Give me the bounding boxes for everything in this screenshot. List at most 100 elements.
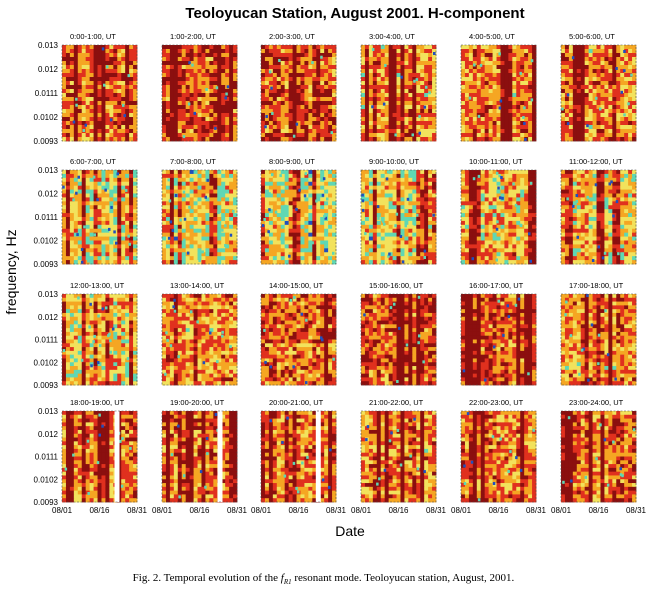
heat-cell (416, 248, 421, 253)
heat-cell (492, 197, 497, 202)
heat-cell (372, 252, 378, 257)
heat-cell (384, 260, 390, 265)
heat-cell (368, 248, 374, 253)
heat-cell (468, 57, 474, 62)
heat-cell (424, 77, 429, 82)
heat-cell (81, 193, 87, 198)
heat-cell (404, 213, 409, 218)
heat-cell (221, 248, 226, 253)
heat-cell (113, 125, 118, 130)
heat-cell (81, 201, 87, 206)
heat-cell (169, 125, 175, 130)
heat-cell (272, 213, 278, 218)
heat-cell (516, 125, 521, 130)
heat-cell (165, 89, 171, 94)
heat-cell (524, 113, 529, 118)
heat-cell (400, 85, 405, 90)
heat-cell (380, 209, 386, 214)
heat-cell (572, 97, 578, 102)
y-tick-label: 0.012 (38, 190, 59, 199)
heat-cell (316, 217, 321, 222)
heat-cell (376, 117, 382, 122)
heat-cell (464, 137, 470, 142)
heat-cell (201, 109, 206, 114)
heat-cell (97, 125, 102, 130)
heat-cell (229, 57, 234, 62)
heat-cell (432, 217, 437, 222)
heat-cell (476, 125, 482, 130)
heat-cell (217, 256, 222, 261)
heat-cell (308, 49, 313, 54)
heat-cell (205, 173, 210, 179)
heat-cell (492, 193, 497, 198)
speckle (204, 195, 207, 199)
heat-cell (468, 49, 474, 54)
heat-cell (461, 129, 466, 134)
heat-cell (388, 217, 393, 222)
heat-cell (492, 53, 497, 58)
heat-cell (284, 85, 290, 90)
heat-cell (205, 125, 210, 130)
heat-cell (368, 77, 374, 82)
heat-cell (93, 217, 98, 222)
heat-cell (97, 133, 102, 138)
heat-cell (117, 244, 122, 249)
heat-cell (117, 205, 122, 210)
heat-cell (288, 117, 293, 122)
heat-cell (229, 105, 234, 110)
heat-cell (201, 49, 206, 54)
heat-cell (632, 117, 637, 122)
heat-cell (484, 65, 490, 70)
heat-cell (320, 113, 325, 118)
heat-cell (604, 93, 609, 98)
heat-cell (608, 105, 613, 110)
heat-cell (268, 97, 274, 102)
heat-cell (372, 69, 378, 74)
heat-cell (504, 49, 509, 54)
heat-cell (189, 228, 194, 234)
heat-cell (201, 232, 206, 237)
heat-cell (500, 97, 505, 102)
heat-cell (193, 232, 198, 237)
heat-cell (361, 248, 366, 253)
spectrogram-panel: 7:00-8:00, UT (161, 157, 238, 265)
heat-cell (368, 213, 374, 218)
heat-cell (62, 193, 67, 198)
heat-cell (420, 77, 425, 82)
heat-cell (416, 133, 421, 138)
heat-cell (476, 93, 482, 98)
heat-cell (380, 121, 386, 126)
heat-cell (380, 117, 386, 122)
heat-cell (181, 61, 187, 66)
heat-cell (272, 109, 278, 114)
heat-cell (361, 97, 366, 102)
heat-cell (400, 53, 405, 58)
heat-cell (292, 252, 297, 257)
heat-cell (225, 121, 230, 126)
heat-cell (372, 61, 378, 66)
heat-cell (600, 129, 605, 134)
heat-cell (296, 45, 301, 50)
heat-cell (268, 109, 274, 114)
heat-cell (428, 244, 433, 249)
heat-cell (304, 170, 309, 175)
heat-cell (129, 125, 134, 130)
heat-cell (468, 117, 474, 122)
heat-cell (197, 177, 202, 183)
heat-cell (376, 137, 382, 142)
heat-cell (288, 49, 293, 54)
speckle (322, 177, 326, 181)
heat-cell (361, 45, 366, 50)
heat-cell (376, 252, 382, 257)
heat-cell (189, 85, 194, 90)
heat-cell (77, 256, 83, 261)
heat-cell (173, 129, 179, 134)
heat-cell (461, 213, 466, 218)
heat-cell (320, 244, 325, 249)
heat-cell (296, 260, 301, 265)
heat-cell (129, 205, 134, 210)
heat-cell (89, 49, 94, 54)
heat-cell (117, 197, 122, 202)
speckle (394, 133, 397, 137)
heat-cell (62, 65, 67, 70)
